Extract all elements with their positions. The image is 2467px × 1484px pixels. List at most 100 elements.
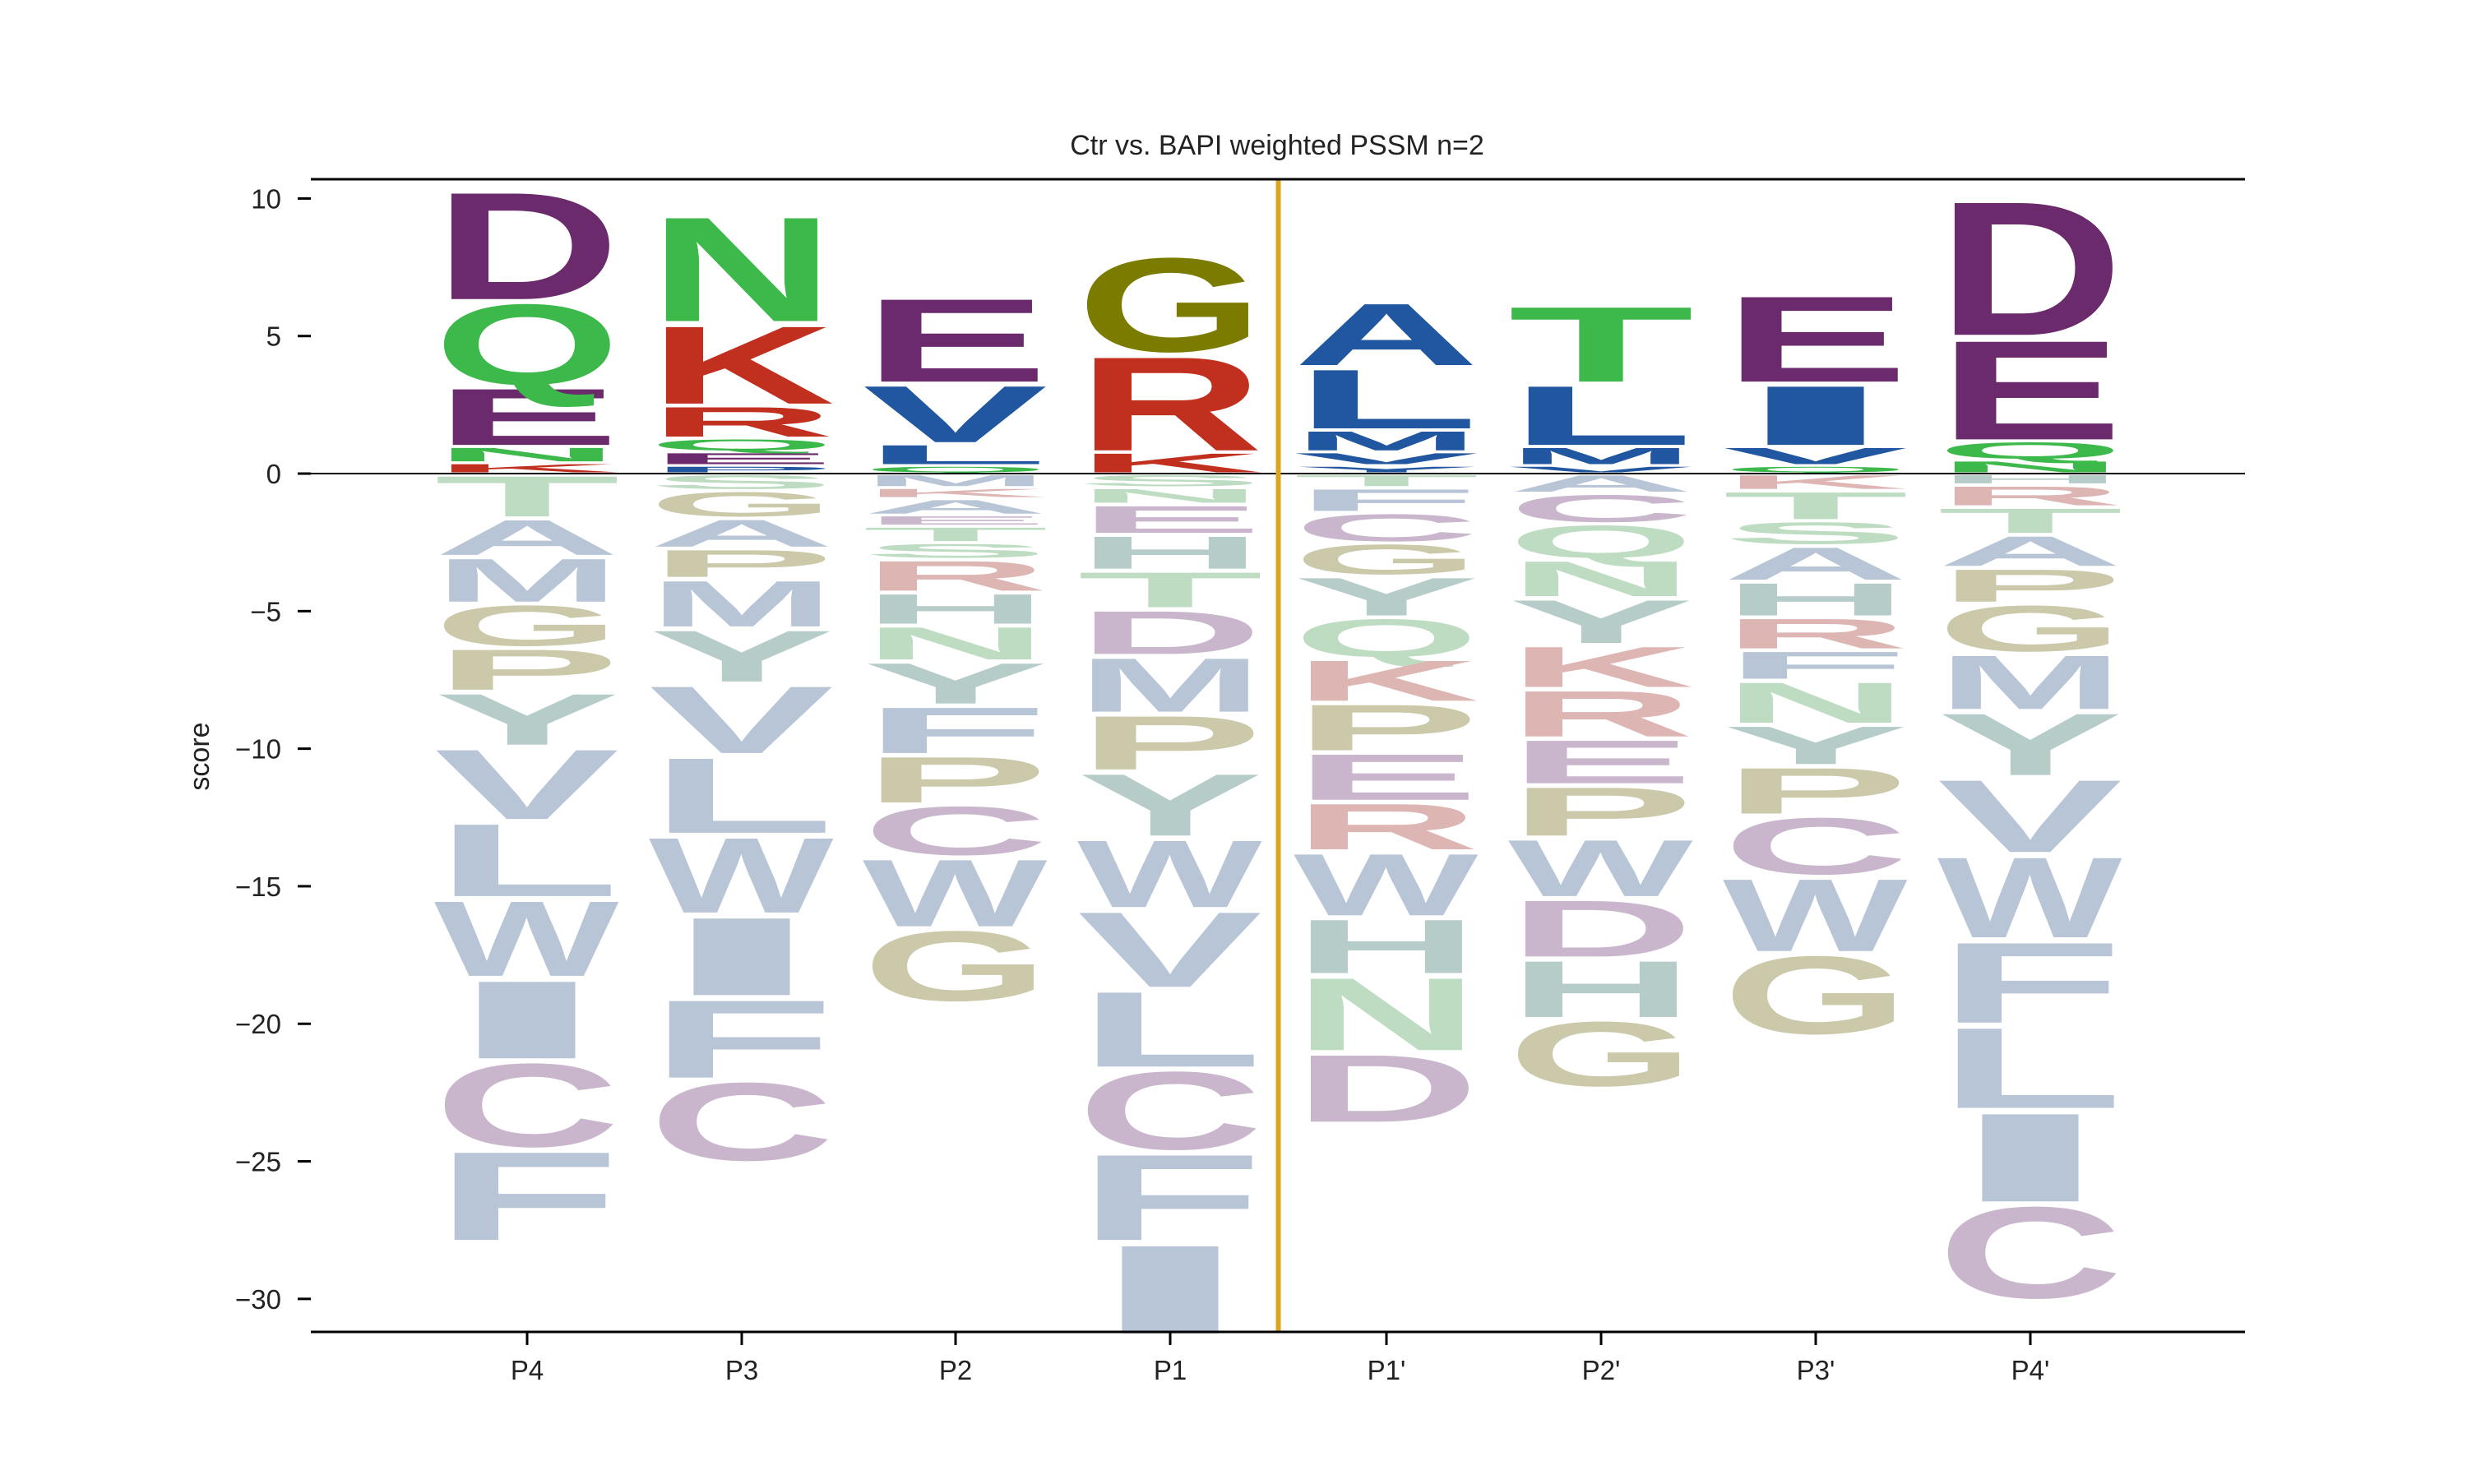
- logo-letter-v: V: [1077, 890, 1262, 1010]
- logo-letter-n: N: [434, 444, 620, 466]
- logo-letter-f: F: [863, 694, 1048, 767]
- logo-letter-p: P: [1077, 700, 1263, 786]
- y-tick-label: −20: [235, 1009, 281, 1039]
- logo-letter-w: W: [1937, 834, 2122, 962]
- logo-letter-v: V: [1723, 443, 1908, 469]
- y-tick-label: 10: [251, 183, 281, 214]
- chart-title: Ctr vs. BAPI weighted PSSM n=2: [1070, 130, 1484, 161]
- logo-letter-e: E: [1723, 271, 1909, 408]
- x-tick-label: P1: [1154, 1355, 1187, 1385]
- logo-letter-e: E: [649, 450, 835, 467]
- logo-letter-e: E: [1077, 498, 1263, 541]
- logo-letter-v: V: [649, 667, 834, 774]
- logo-letter-e: E: [1937, 312, 2123, 469]
- logo-letter-g: G: [1077, 230, 1263, 380]
- logo-letter-r: R: [649, 398, 835, 446]
- logo-letter-k: K: [1723, 471, 1909, 493]
- logo-letter-w: W: [1077, 820, 1262, 927]
- logo-letter-c: C: [649, 1060, 835, 1184]
- y-tick-label: −25: [235, 1147, 281, 1177]
- logo-letter-r: R: [1937, 481, 2123, 511]
- logo-letter-h: H: [1723, 573, 1909, 625]
- logo-letter-e: E: [434, 372, 620, 462]
- logo-letter-c: C: [1294, 506, 1479, 549]
- logo-letter-r: R: [1723, 610, 1909, 658]
- logo-letter-w: W: [434, 878, 619, 998]
- logo-letter-s: S: [863, 540, 1048, 562]
- logo-letter-n: N: [649, 186, 835, 353]
- logo-letter-v: V: [863, 369, 1048, 460]
- logo-letter-l: L: [1937, 1004, 2123, 1132]
- logo-letter-g: G: [863, 910, 1048, 1022]
- x-tick-label: P4': [2011, 1355, 2050, 1385]
- logo-letter-y: Y: [1294, 465, 1479, 474]
- logo-letter-c: C: [1077, 1049, 1263, 1173]
- logo-letter-n: N: [1937, 458, 2123, 475]
- logo-letter-p: P: [649, 542, 835, 585]
- y-tick-label: −30: [235, 1284, 281, 1315]
- logo-letter-r: R: [1508, 677, 1694, 751]
- logo-letter-v: V: [1508, 465, 1693, 474]
- logo-letter-r: R: [863, 552, 1048, 600]
- logo-letter-g: G: [1294, 536, 1479, 584]
- logo-letter-k: K: [863, 487, 1048, 500]
- logo-letter-p: P: [649, 465, 835, 474]
- logo-letter-y: Y: [1077, 756, 1263, 854]
- logo-letter-n: N: [1723, 671, 1909, 735]
- logo-letter-a: A: [863, 496, 1048, 518]
- logo-letter-t: T: [1723, 484, 1909, 528]
- logo-letter-n: N: [1508, 551, 1694, 607]
- logo-letter-h: H: [1294, 904, 1479, 989]
- logo-letter-i: I: [434, 958, 620, 1082]
- logo-letter-d: D: [1294, 1035, 1479, 1142]
- logo-letter-m: M: [863, 472, 1048, 489]
- logo-letter-d: D: [1508, 884, 1694, 974]
- logo-letter-p: P: [863, 743, 1048, 816]
- logo-letter-q: Q: [434, 281, 620, 409]
- logo-letter-m: M: [1508, 443, 1694, 469]
- logo-letter-t: T: [1937, 502, 2123, 540]
- logo-letter-y: Y: [863, 651, 1048, 715]
- logo-letter-f: F: [1937, 919, 2123, 1047]
- logo-letter-s: S: [1077, 472, 1263, 489]
- logo-letter-e: E: [863, 275, 1048, 407]
- logo-letter-c: C: [1508, 487, 1694, 529]
- x-tick-label: P2: [939, 1355, 972, 1385]
- logo-letter-w: W: [1508, 823, 1693, 913]
- logo-letter-k: K: [1294, 649, 1479, 713]
- logo-letter-h: H: [1077, 527, 1263, 579]
- logo-letter-w: W: [1723, 858, 1908, 973]
- logo-letter-f: F: [1723, 644, 1909, 687]
- logo-letter-t: T: [1294, 472, 1479, 489]
- logo-letter-s: S: [1723, 516, 1909, 551]
- logo-letter-q: Q: [1937, 437, 2123, 464]
- logo-letter-t: T: [1508, 284, 1694, 405]
- logo-letter-p: P: [1294, 691, 1479, 765]
- logo-letter-l: L: [1294, 352, 1479, 446]
- logo-letter-y: Y: [1937, 696, 2123, 794]
- logo-letter-f: F: [1294, 483, 1479, 517]
- logo-letter-q: Q: [1723, 465, 1909, 474]
- logo-letter-c: C: [1937, 1180, 2123, 1326]
- logo-letter-i: I: [1937, 1087, 2123, 1228]
- logo-letter-g: G: [1508, 1002, 1694, 1105]
- logo-letter-v: V: [1937, 758, 2122, 874]
- logo-letter-l: L: [1508, 368, 1694, 463]
- logo-letter-v: V: [434, 729, 619, 840]
- logo-letter-g: G: [649, 485, 835, 524]
- x-tick-label: P3': [1797, 1355, 1835, 1385]
- logo-letter-i: I: [649, 895, 835, 1019]
- logo-letter-r: R: [1077, 329, 1263, 478]
- logo-letter-w: W: [863, 839, 1048, 947]
- x-tick-label: P3: [725, 1355, 758, 1385]
- y-axis-label: score: [184, 722, 215, 790]
- logo-letter-y: Y: [1508, 587, 1694, 656]
- logo-letter-w: W: [1294, 836, 1479, 935]
- logo-letter-n: N: [1077, 485, 1263, 507]
- logo-letter-p: P: [1508, 774, 1694, 851]
- logo-letter-t: T: [863, 524, 1048, 546]
- y-tick-label: 5: [266, 321, 281, 352]
- logo-letter-d: D: [1937, 162, 2123, 376]
